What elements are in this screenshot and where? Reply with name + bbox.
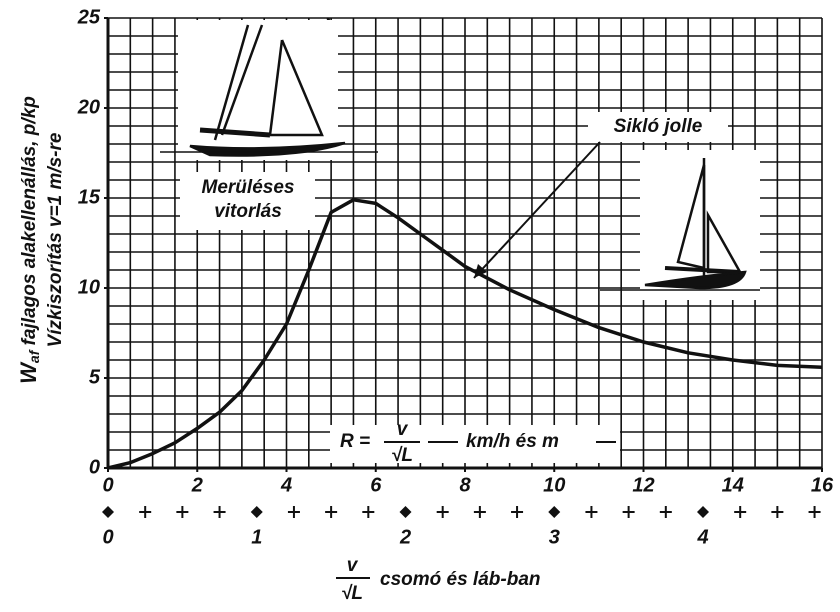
y-tick-label: 0 xyxy=(89,456,100,478)
x-tick-label: 6 xyxy=(370,474,382,496)
y-tick-label: 20 xyxy=(77,96,100,118)
y-label: Waf fajlagos alakellenállás, p/kp xyxy=(16,96,42,384)
x2-minor-tick xyxy=(474,506,486,518)
x2-minor-tick xyxy=(623,506,635,518)
y-label-2: Vízkiszorítás v=1 m/s-re xyxy=(45,132,66,347)
x-tick-label: 2 xyxy=(191,474,203,496)
y-label-symbol: W xyxy=(16,361,41,384)
x2-minor-tick xyxy=(511,506,523,518)
dinghy-icon xyxy=(600,150,760,300)
x2-tick-label: 0 xyxy=(102,526,113,548)
y-label-text: fajlagos alakellenállás, p/kp xyxy=(19,96,40,351)
x-tick-label: 0 xyxy=(102,474,113,496)
x-tick-label: 8 xyxy=(459,474,471,496)
formula-numerator: v xyxy=(397,419,409,440)
x2-minor-tick xyxy=(437,506,449,518)
y-tick-label: 15 xyxy=(78,186,101,208)
annotation: Merüléses xyxy=(202,177,295,198)
x2-tick xyxy=(548,506,560,518)
x-tick-label: 4 xyxy=(280,474,292,496)
x-label: csomó és láb-ban xyxy=(380,569,541,590)
x-tick-label: 14 xyxy=(722,474,744,496)
formula-lhs: R = xyxy=(340,431,370,452)
y-tick-label: 25 xyxy=(77,6,101,28)
chart: 0510152025024681012141601234Merülésesvit… xyxy=(0,0,840,612)
x2-minor-tick xyxy=(362,506,374,518)
x2-minor-tick xyxy=(325,506,337,518)
x2-tick-label: 1 xyxy=(251,526,262,548)
x-tick-label: 16 xyxy=(811,474,834,496)
x2-minor-tick xyxy=(660,506,672,518)
x2-minor-tick xyxy=(139,506,151,518)
formula-denominator: √L xyxy=(391,445,413,466)
x2-tick-label: 2 xyxy=(399,526,411,548)
x-label-numerator: v xyxy=(347,555,359,576)
x2-tick-label: 4 xyxy=(696,526,708,548)
x2-tick xyxy=(251,506,263,518)
x2-tick xyxy=(697,506,709,518)
x2-tick xyxy=(102,506,114,518)
formula-units: km/h és m xyxy=(466,431,559,452)
x2-minor-tick xyxy=(288,506,300,518)
x2-tick xyxy=(400,506,412,518)
annotation: Sikló jolle xyxy=(614,116,703,137)
y-tick-label: 10 xyxy=(78,276,100,298)
x2-minor-tick xyxy=(734,506,746,518)
y-tick-label: 5 xyxy=(89,366,101,388)
x-label-denominator: √L xyxy=(341,583,363,604)
x-tick-label: 12 xyxy=(632,474,654,496)
x2-tick-label: 3 xyxy=(549,526,560,548)
x-tick-label: 10 xyxy=(543,474,565,496)
x2-minor-tick xyxy=(176,506,188,518)
x2-minor-tick xyxy=(585,506,597,518)
x2-minor-tick xyxy=(771,506,783,518)
x2-minor-tick xyxy=(809,506,821,518)
x2-minor-tick xyxy=(214,506,226,518)
annotation: vitorlás xyxy=(214,201,282,222)
